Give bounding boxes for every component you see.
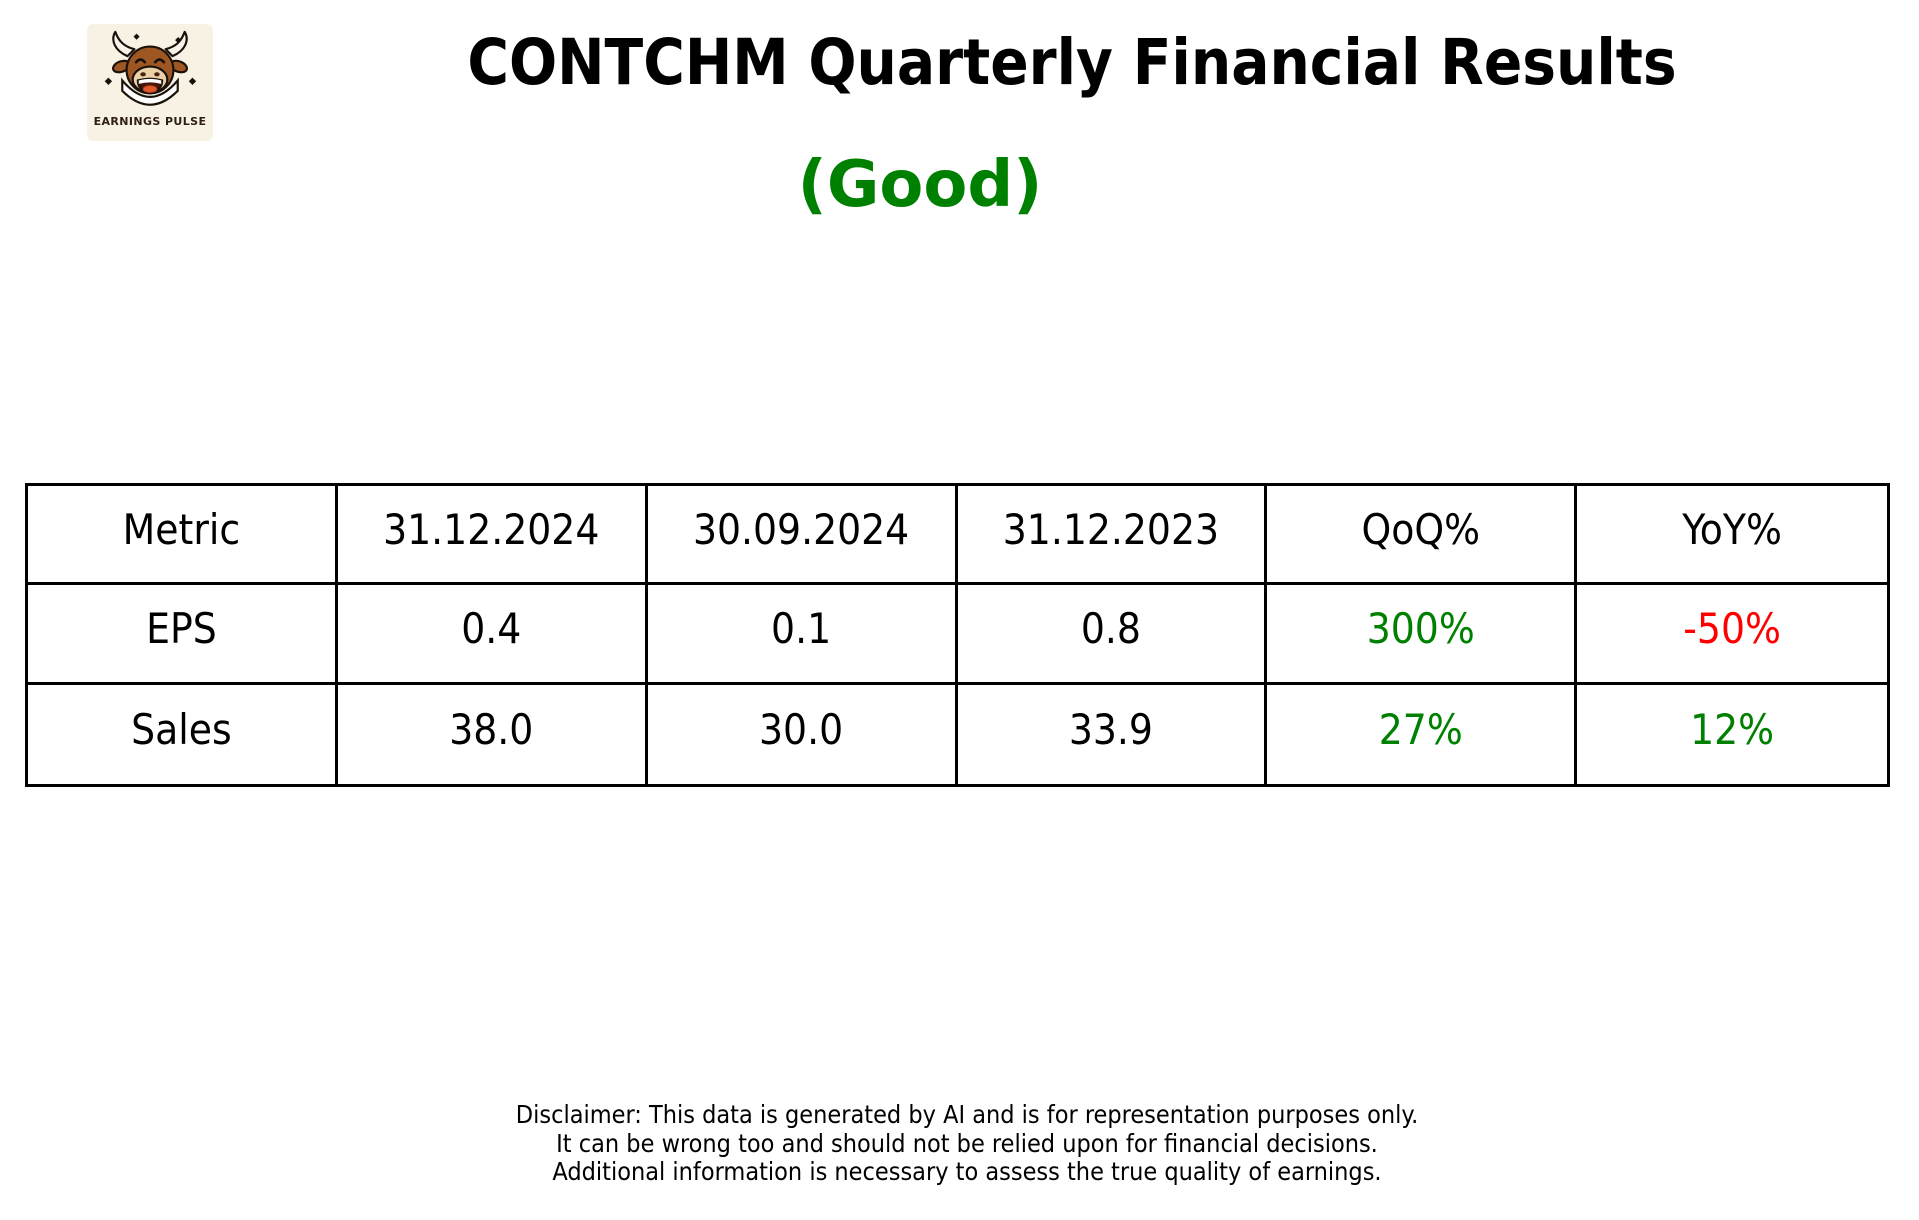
disclaimer-text: Disclaimer: This data is generated by AI… [515, 1100, 1419, 1187]
eps-yoy-value: -50% [1577, 585, 1887, 685]
earnings-pulse-logo: EARNINGS PULSE [87, 24, 213, 141]
sales-prev-year-value: 33.9 [958, 684, 1268, 784]
disclaimer-line-2: It can be wrong too and should not be re… [556, 1128, 1378, 1158]
sales-yoy-value: 12% [1690, 704, 1775, 754]
disclaimer-line-1: Disclaimer: This data is generated by AI… [515, 1100, 1419, 1129]
column-header-qoq: QoQ% [1267, 486, 1578, 586]
column-header-metric: Metric [28, 486, 338, 586]
bull-logo-icon [104, 30, 197, 106]
page-title: CONTCHM Quarterly Financial Results [467, 26, 1677, 99]
eps-row-label: EPS [28, 585, 338, 685]
disclaimer-line-3: Additional information is necessary to a… [552, 1157, 1382, 1186]
sales-row-label: Sales [28, 684, 338, 784]
sales-qoq-value: 27% [1267, 684, 1578, 784]
verdict-label: (Good) [797, 148, 1043, 222]
eps-current-value: 0.4 [337, 585, 648, 685]
column-header-period-current: 31.12.2024 [337, 486, 648, 586]
sales-prev-quarter-value: 30.0 [648, 684, 958, 784]
financial-results-table: Metric 31.12.2024 30.09.2024 31.12.2023 … [25, 483, 1890, 787]
eps-prev-quarter-value: 0.1 [647, 585, 958, 685]
column-header-yoy: YoY% [1577, 486, 1887, 586]
brand-label: EARNINGS PULSE [93, 115, 207, 128]
column-header-period-prev-quarter: 30.09.2024 [647, 486, 958, 586]
sales-current-value: 38.0 [338, 684, 648, 784]
eps-prev-year-value: 0.8 [957, 585, 1268, 685]
eps-qoq-value: 300% [1267, 585, 1578, 685]
column-header-period-prev-year: 31.12.2023 [957, 486, 1268, 586]
